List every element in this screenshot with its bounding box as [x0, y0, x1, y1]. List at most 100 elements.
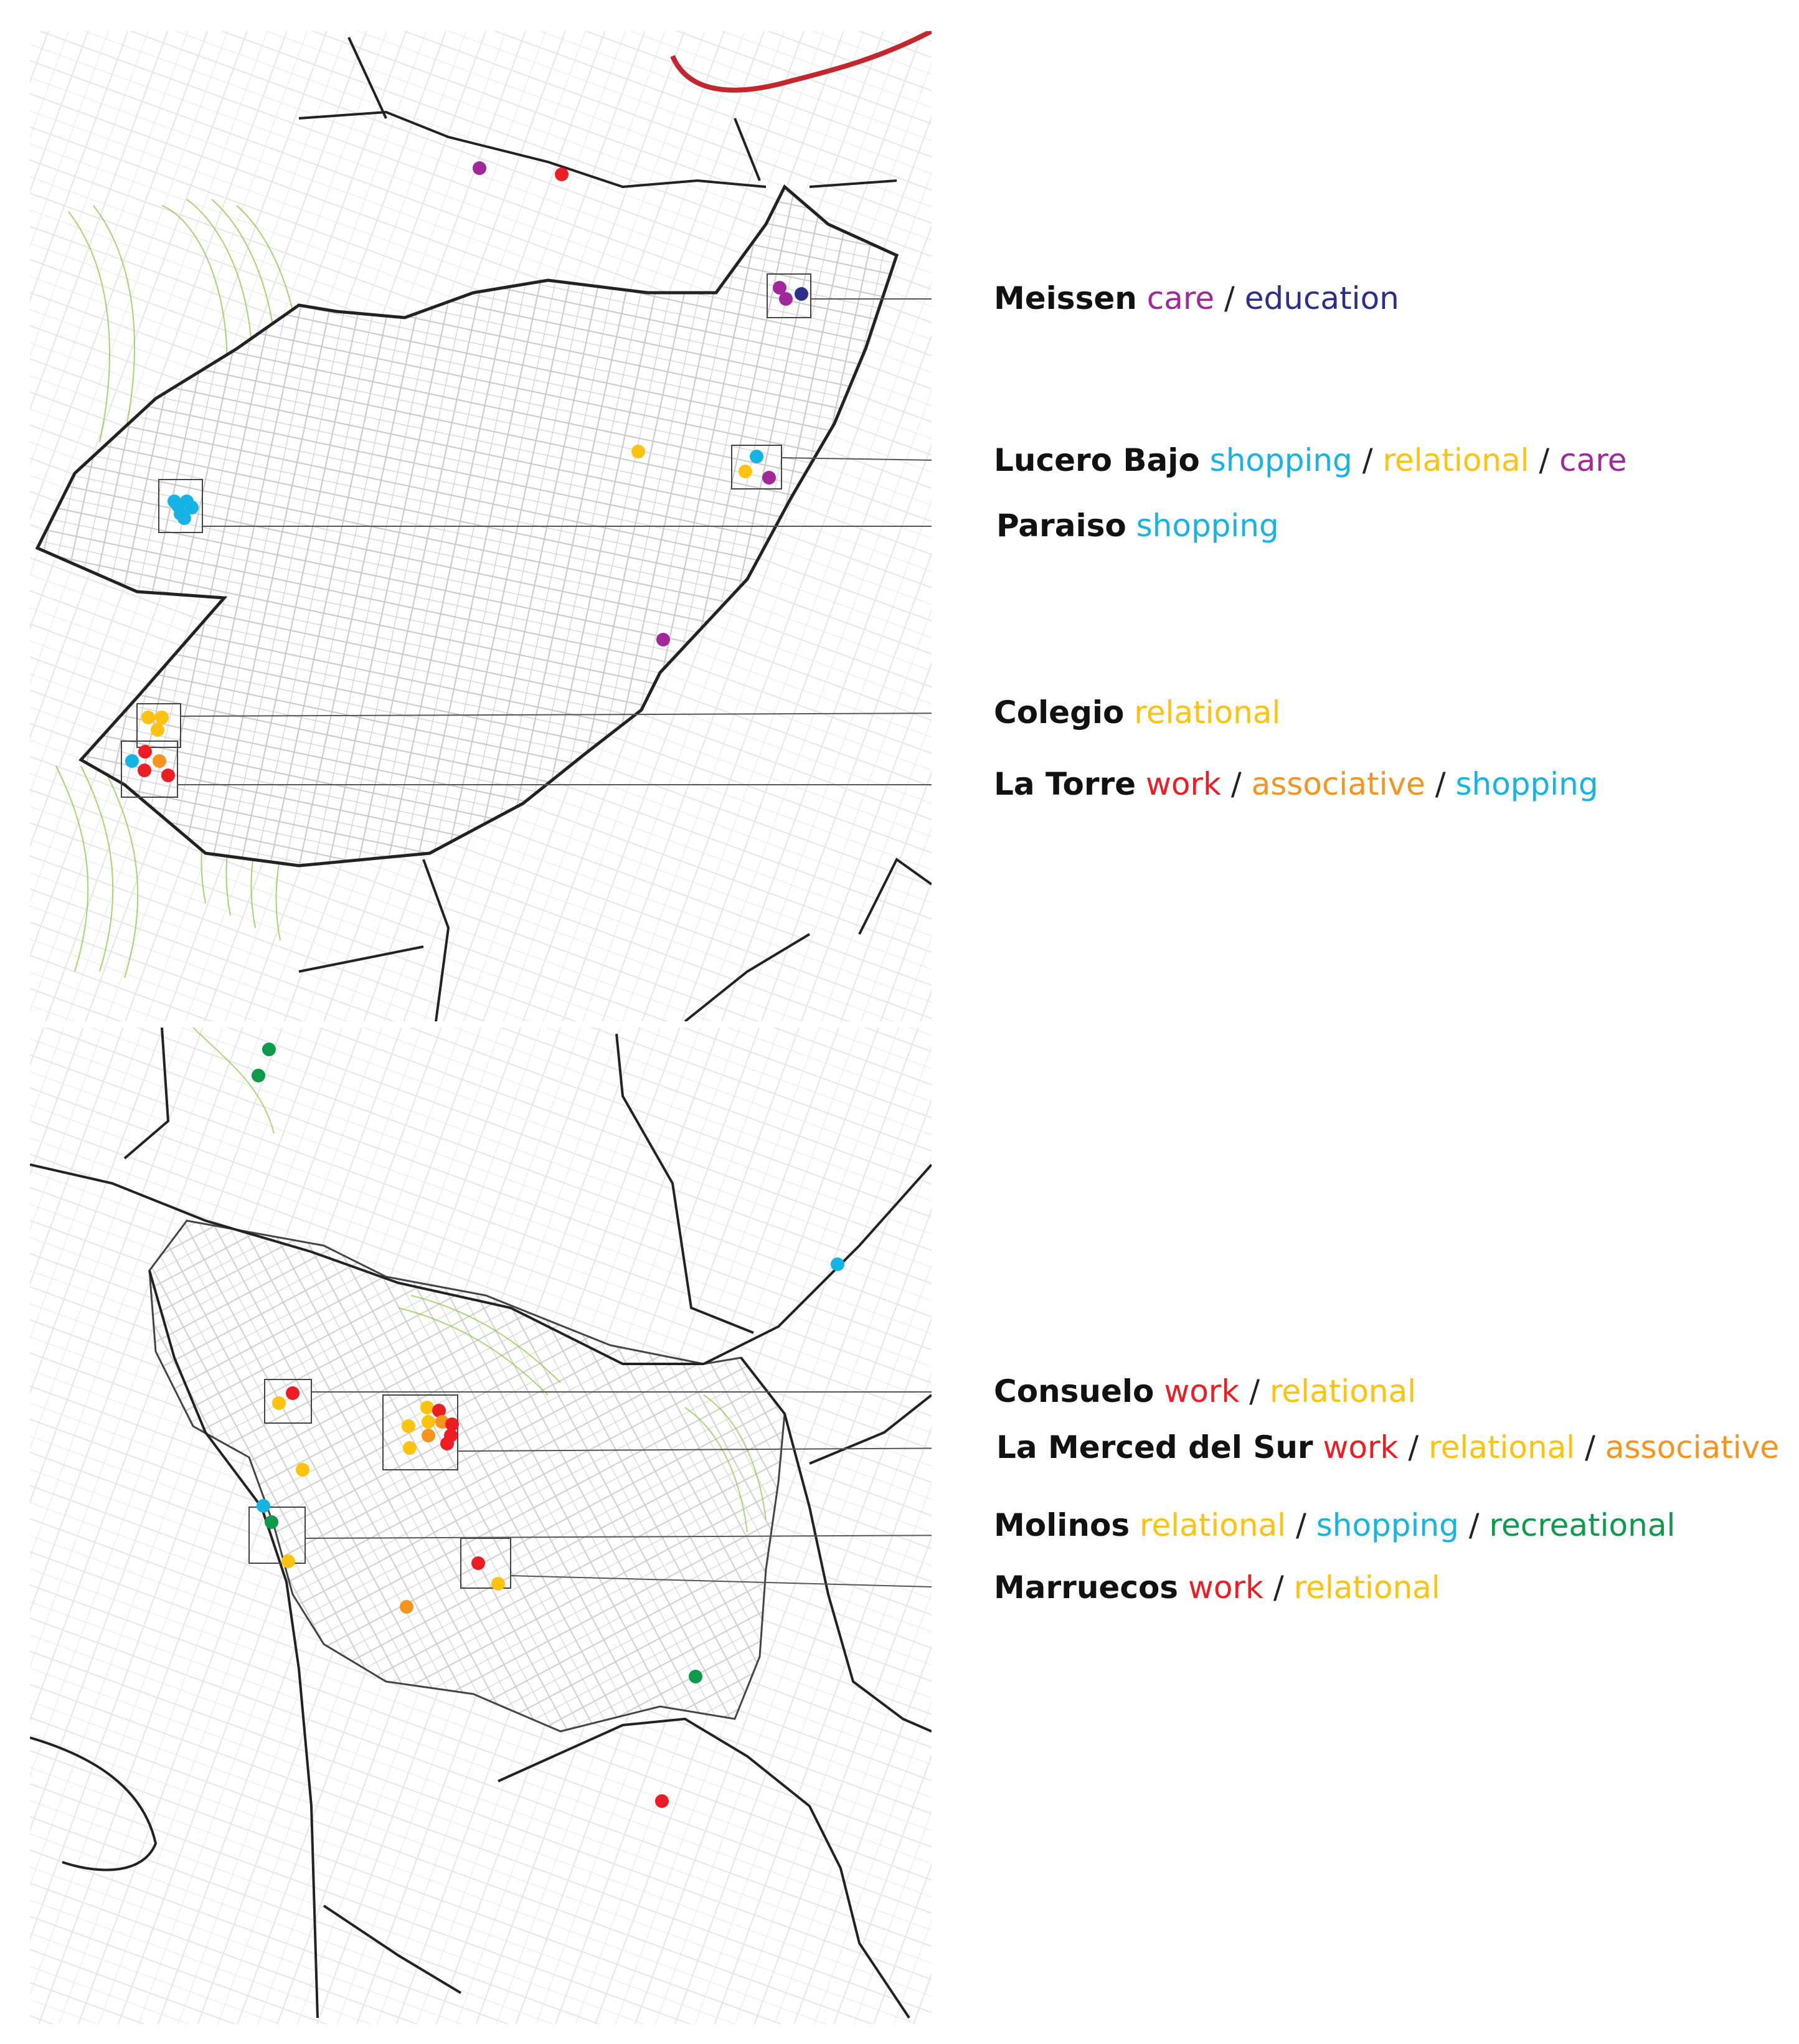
map-marker-dot-icon — [281, 1554, 295, 1568]
activity-relational: relational — [1428, 1429, 1575, 1465]
map-marker-dot-icon — [773, 281, 786, 295]
map-marker-dot-icon — [422, 1429, 435, 1442]
place-name: Meissen — [994, 280, 1137, 316]
activity-work: work — [1188, 1569, 1263, 1606]
label-marruecos: Marruecos work / relational — [994, 1572, 1440, 1603]
map-marker-dot-icon — [177, 511, 191, 525]
label-la-torre: La Torre work / associative / shopping — [994, 769, 1598, 800]
map-marker-dot-icon — [138, 745, 152, 759]
upper-boundaries — [298, 37, 932, 1021]
separator: / — [1239, 1373, 1270, 1409]
activity-dots — [125, 161, 844, 1808]
map-marker-dot-icon — [656, 633, 670, 646]
activity-relational: relational — [1134, 694, 1281, 731]
map-marker-dot-icon — [125, 754, 139, 768]
lower-boundaries — [30, 1028, 932, 2019]
rail-line — [670, 31, 932, 93]
label-consuelo: Consuelo work / relational — [994, 1376, 1416, 1407]
map-marker-dot-icon — [161, 769, 175, 782]
map-marker-dot-icon — [422, 1415, 435, 1429]
activity-work: work — [1164, 1373, 1240, 1409]
place-name: Paraiso — [996, 508, 1126, 544]
activity-care: care — [1559, 442, 1627, 478]
place-name: La Merced del Sur — [996, 1429, 1313, 1465]
map-marker-dot-icon — [655, 1794, 669, 1808]
activity-shopping: shopping — [1136, 508, 1279, 544]
activity-education: education — [1244, 280, 1399, 316]
map-marker-dot-icon — [762, 471, 776, 485]
separator: / — [1221, 766, 1252, 802]
lower-leader-lines — [305, 1391, 932, 1588]
activity-relational: relational — [1269, 1373, 1417, 1409]
activity-relational: relational — [1293, 1569, 1440, 1606]
map-marker-dot-icon — [440, 1437, 454, 1450]
label-colegio: Colegio relational — [994, 697, 1280, 728]
map-marker-dot-icon — [473, 161, 486, 175]
map-marker-dot-icon — [831, 1257, 844, 1271]
place-name: Molinos — [994, 1507, 1130, 1543]
label-lucero-bajo: Lucero Bajo shopping / relational / care — [994, 445, 1627, 476]
map-marker-dot-icon — [779, 292, 793, 306]
activity-shopping: shopping — [1455, 766, 1598, 802]
map-marker-dot-icon — [491, 1577, 505, 1591]
map-marker-dot-icon — [432, 1404, 446, 1417]
lower-district-area — [148, 1219, 786, 1733]
upper-map — [30, 31, 932, 1021]
activity-associative: associative — [1251, 766, 1425, 802]
label-paraiso: Paraiso shopping — [996, 510, 1279, 541]
activity-relational: relational — [1382, 442, 1529, 478]
map-marker-dot-icon — [155, 711, 169, 724]
map-marker-dot-icon — [171, 499, 185, 513]
place-name: Lucero Bajo — [994, 442, 1200, 478]
place-name: Consuelo — [994, 1373, 1154, 1409]
separator: / — [1425, 766, 1456, 802]
map-marker-dot-icon — [400, 1600, 413, 1614]
place-name: La Torre — [994, 766, 1136, 802]
separator: / — [1575, 1429, 1605, 1465]
map-marker-dot-icon — [402, 1419, 415, 1433]
activity-associative: associative — [1605, 1429, 1780, 1465]
activity-recreational: recreational — [1489, 1507, 1676, 1543]
map-marker-dot-icon — [689, 1670, 702, 1683]
map-marker-dot-icon — [445, 1417, 459, 1431]
map-marker-dot-icon — [257, 1499, 270, 1513]
map-marker-dot-icon — [252, 1069, 265, 1082]
map-marker-dot-icon — [631, 445, 645, 458]
map-marker-dot-icon — [138, 764, 151, 777]
lower-map — [30, 1028, 932, 2024]
label-meissen: Meissen care / education — [994, 283, 1399, 314]
separator: / — [1263, 1569, 1294, 1606]
separator: / — [1458, 1507, 1490, 1543]
activity-relational: relational — [1140, 1507, 1287, 1543]
activity-work: work — [1145, 766, 1221, 802]
map-marker-dot-icon — [262, 1043, 276, 1056]
map-marker-dot-icon — [185, 501, 199, 514]
map-marker-dot-icon — [555, 168, 569, 181]
map-marker-dot-icon — [739, 465, 752, 478]
separator: / — [1352, 442, 1383, 478]
lower-contours — [192, 1028, 767, 1533]
separator: / — [1398, 1429, 1429, 1465]
map-marker-dot-icon — [750, 450, 763, 463]
separator: / — [1529, 442, 1560, 478]
activity-shopping: shopping — [1209, 442, 1353, 478]
activity-care: care — [1146, 280, 1215, 316]
upper-leader-lines — [177, 298, 932, 785]
separator: / — [1286, 1507, 1316, 1543]
place-name: Colegio — [994, 694, 1125, 731]
map-marker-dot-icon — [272, 1396, 286, 1410]
map-marker-dot-icon — [420, 1401, 434, 1414]
map-marker-dot-icon — [795, 287, 808, 301]
activity-shopping: shopping — [1316, 1507, 1459, 1543]
label-la-merced-del-sur: La Merced del Sur work / relational / as… — [996, 1432, 1779, 1463]
activity-work: work — [1323, 1429, 1399, 1465]
map-marker-dot-icon — [286, 1386, 300, 1400]
map-marker-dot-icon — [141, 711, 155, 724]
map-marker-dot-icon — [265, 1515, 278, 1529]
map-marker-dot-icon — [153, 754, 166, 768]
upper-highlight-boxes — [121, 273, 811, 798]
lower-highlight-boxes — [248, 1379, 511, 1589]
map-marker-dot-icon — [403, 1441, 417, 1455]
place-name: Marruecos — [994, 1569, 1179, 1606]
